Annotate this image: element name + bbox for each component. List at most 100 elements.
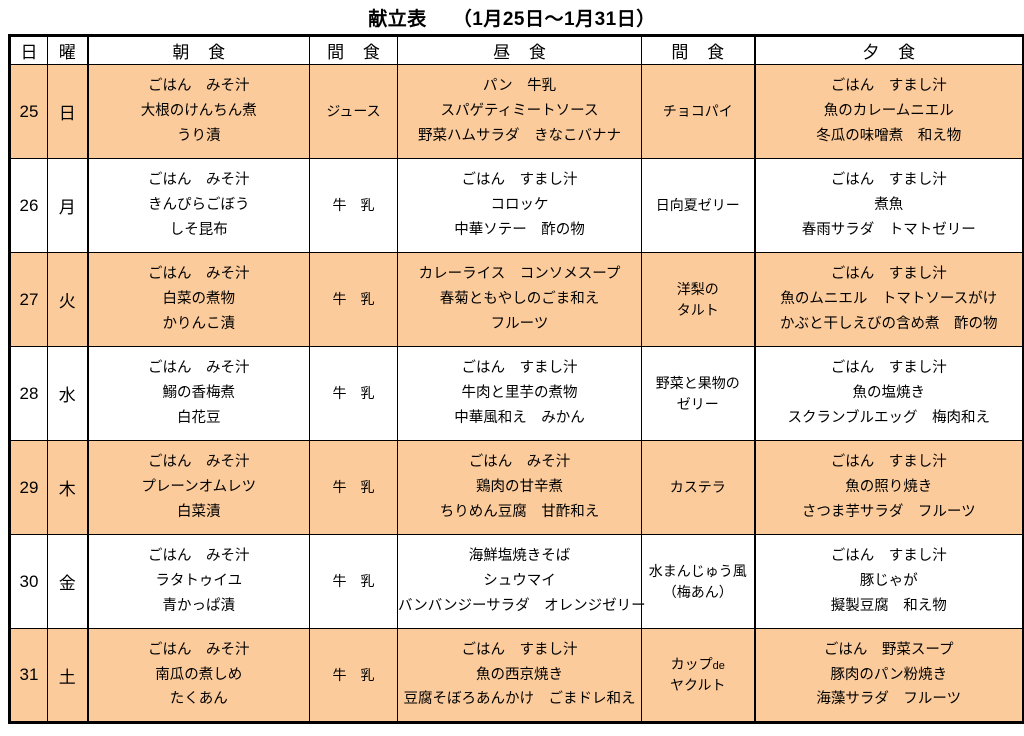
- column-header-lunch: 昼 食: [397, 35, 642, 65]
- cell-breakfast: ごはん みそ汁 きんぴらごぼう しそ昆布: [86, 158, 310, 253]
- menu-line: ごはん みそ汁: [148, 172, 250, 189]
- cell-breakfast: ごはん みそ汁 南瓜の煮しめ たくあん: [86, 628, 310, 723]
- cell-day-number: 25: [9, 64, 48, 159]
- menu-line: ゼリー: [676, 395, 719, 412]
- menu-line: 牛 乳: [332, 573, 375, 590]
- menu-line: 南瓜の煮しめ: [155, 666, 243, 683]
- cell-lunch: ごはん すまし汁 魚の西京焼き 豆腐そぼろあんかけ ごまドレ和え: [397, 628, 642, 723]
- cell-weekday: 水: [47, 346, 88, 441]
- menu-line: 牛 乳: [332, 479, 375, 496]
- menu-line: 牛 乳: [332, 385, 375, 402]
- cell-day-number: 31: [9, 628, 48, 723]
- page-title: 献立表: [368, 8, 427, 30]
- menu-line: ごはん すまし汁: [830, 172, 947, 189]
- cell-breakfast: ごはん みそ汁 白菜の煮物 かりんこ漬: [86, 252, 310, 347]
- cell-snack-afternoon: 洋梨の タルト: [641, 252, 755, 347]
- cell-weekday: 火: [47, 252, 88, 347]
- cell-day-number: 28: [9, 346, 48, 441]
- menu-line: 中華ソテー 酢の物: [454, 221, 585, 238]
- cell-lunch: ごはん すまし汁 コロッケ 中華ソテー 酢の物: [397, 158, 642, 253]
- column-header-day: 日: [9, 35, 48, 65]
- menu-line: 青かっぱ漬: [162, 597, 236, 614]
- menu-line: 牛 乳: [332, 197, 375, 214]
- menu-line: 野菜ハムサラダ きなこバナナ: [418, 127, 621, 144]
- cell-weekday: 月: [47, 158, 88, 253]
- cell-dinner: ごはん すまし汁 煮魚 春雨サラダ トマトゼリー: [753, 158, 1024, 253]
- cell-day-number: 27: [9, 252, 48, 347]
- menu-line: タルト: [676, 301, 719, 318]
- cell-snack-morning: 牛 乳: [309, 534, 398, 629]
- cell-day-number: 29: [9, 440, 48, 535]
- snack-label-suffix: de: [712, 660, 725, 673]
- menu-table: 日 曜 朝 食 間 食 昼 食 間 食 夕 食 25 日ごはん みそ汁 大根のけんち…: [8, 34, 1024, 724]
- document-title-bar: 献立表 （1月25日〜1月31日）: [0, 0, 1024, 34]
- menu-table-header: 日 曜 朝 食 間 食 昼 食 間 食 夕 食: [9, 35, 1024, 65]
- menu-line: シュウマイ: [483, 573, 556, 590]
- cell-breakfast: ごはん みそ汁 大根のけんちん煮 うり漬: [86, 64, 310, 159]
- cell-lunch: カレーライス コンソメスープ 春菊ともやしのごま和え フルーツ: [397, 252, 642, 347]
- table-row: 30 金ごはん みそ汁 ラタトゥイユ 青かっぱ漬牛 乳海鮮塩焼きそば シュウマイ バンバン…: [9, 534, 1024, 629]
- menu-line: 白菜の煮物: [162, 291, 236, 308]
- table-row: 29 木ごはん みそ汁 プレーンオムレツ 白菜漬牛 乳ごはん みそ汁 鶏肉の甘辛煮 ちりめ…: [9, 440, 1024, 535]
- menu-line: パン 牛乳: [482, 78, 557, 95]
- table-row: 28 水ごはん みそ汁 鰯の香梅煮 白花豆 牛 乳 ごはん すまし汁 牛肉と里芋の煮物 中華風…: [9, 346, 1024, 441]
- menu-line: チョコパイ: [662, 103, 733, 120]
- menu-line: 中華風和え みかん: [454, 409, 585, 426]
- menu-line: ごはん すまし汁: [461, 172, 578, 189]
- menu-line: きんぴらごぼう: [148, 197, 250, 214]
- cell-snack-morning: ジュース: [309, 64, 398, 159]
- menu-line: カップde: [670, 656, 725, 673]
- menu-table-container: 日 曜 朝 食 間 食 昼 食 間 食 夕 食 25 日ごはん みそ汁 大根のけんち…: [0, 34, 1024, 724]
- menu-line: 豚じゃが: [859, 573, 918, 590]
- column-header-snack-morning: 間 食: [309, 35, 398, 65]
- column-header-snack-afternoon: 間 食: [641, 35, 755, 65]
- column-header-weekday: 曜: [47, 35, 88, 65]
- cell-snack-afternoon: カステラ: [641, 440, 755, 535]
- menu-line: ヤクルト: [669, 677, 726, 694]
- menu-line: （梅あん）: [662, 583, 733, 600]
- cell-day-number: 30: [9, 534, 48, 629]
- menu-line: 春菊ともやしのごま和え: [439, 291, 600, 308]
- cell-snack-morning: 牛 乳: [309, 346, 398, 441]
- menu-line: 魚の照り焼き: [845, 479, 933, 496]
- header-row: 日 曜 朝 食 間 食 昼 食 間 食 夕 食: [9, 35, 1024, 65]
- menu-line: 野菜と果物の: [655, 375, 740, 392]
- menu-line: 魚の塩焼き: [852, 385, 926, 402]
- menu-line: しそ昆布: [169, 221, 228, 238]
- cell-weekday: 土: [47, 628, 88, 723]
- cell-lunch: パン 牛乳 スパゲティミートソース 野菜ハムサラダ きなこバナナ: [397, 64, 642, 159]
- menu-line: 擬製豆腐 和え物: [830, 597, 947, 614]
- table-row: 31 土ごはん みそ汁 南瓜の煮しめ たくあん牛 乳ごはん すまし汁 魚の西京焼き 豆腐そ…: [9, 628, 1024, 723]
- menu-line: バンバンジーサラダ オレンジゼリー: [398, 597, 646, 614]
- menu-line: 洋梨の: [676, 281, 719, 298]
- cell-weekday: 日: [47, 64, 88, 159]
- cell-dinner: ごはん すまし汁 魚の塩焼き スクランブルエッグ 梅肉和え: [753, 346, 1024, 441]
- cell-lunch: 海鮮塩焼きそば シュウマイバンバンジーサラダ オレンジゼリー: [397, 534, 646, 629]
- menu-line: ラタトゥイユ: [155, 573, 243, 590]
- menu-line: ごはん みそ汁: [148, 454, 250, 471]
- menu-line: 魚の西京焼き: [476, 666, 563, 683]
- menu-line: カレーライス コンソメスープ: [418, 266, 621, 283]
- menu-line: 魚のムニエル トマトソースがけ: [780, 291, 998, 308]
- menu-line: 白花豆: [177, 409, 221, 426]
- cell-breakfast: ごはん みそ汁 鰯の香梅煮 白花豆: [86, 346, 310, 441]
- cell-day-number: 26: [9, 158, 48, 253]
- date-range-label: （1月25日〜1月31日）: [452, 8, 656, 30]
- cell-snack-afternoon: チョコパイ: [641, 64, 755, 159]
- menu-line: かりんこ漬: [162, 315, 236, 332]
- menu-line: カステラ: [669, 479, 726, 496]
- cell-snack-afternoon: カップde ヤクルト: [641, 628, 755, 723]
- column-header-breakfast: 朝 食: [86, 35, 310, 65]
- menu-line: ごはん すまし汁: [461, 360, 578, 377]
- menu-line: フルーツ: [490, 315, 549, 332]
- menu-line: ちりめん豆腐 甘酢和え: [439, 503, 600, 520]
- menu-line: ごはん 野菜スープ: [823, 641, 954, 658]
- menu-line: 魚のカレームニエル: [823, 103, 954, 120]
- menu-line: 牛肉と里芋の煮物: [461, 385, 578, 402]
- menu-line: たくあん: [169, 691, 228, 708]
- menu-table-body: 25 日ごはん みそ汁 大根のけんちん煮 うり漬 ジュース パン 牛乳 スパゲティミートソー…: [9, 64, 1024, 723]
- table-row: 26 月ごはん みそ汁 きんぴらごぼう しそ昆布牛 乳ごはん すまし汁 コロッケ 中華ソテ…: [9, 158, 1024, 253]
- menu-line: ごはん すまし汁: [461, 641, 578, 658]
- menu-line: 海鮮塩焼きそば: [468, 548, 571, 565]
